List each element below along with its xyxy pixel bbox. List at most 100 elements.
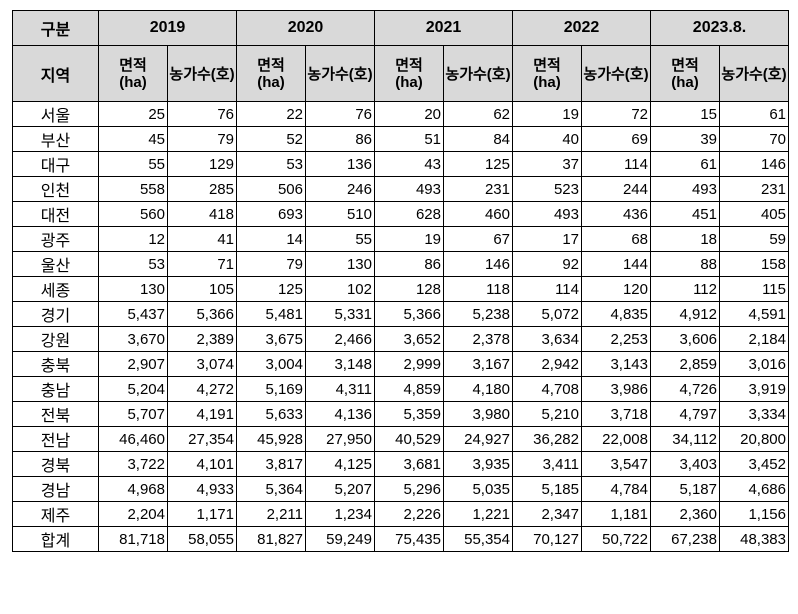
area-cell: 22 [236,101,306,127]
farms-cell: 68 [581,226,651,252]
area-cell: 5,185 [512,476,582,502]
farms-cell: 3,718 [581,401,651,427]
area-cell: 20 [374,101,444,127]
farms-cell: 59 [719,226,789,252]
area-cell: 5,169 [236,376,306,402]
table-row: 제주 2,204 1,171 2,211 1,234 2,226 1,221 2,347 1,1… [12,501,789,527]
farms-cell: 418 [167,201,237,227]
area-cell: 5,072 [512,301,582,327]
farms-cell: 3,167 [443,351,513,377]
area-cell: 40 [512,126,582,152]
area-cell: 5,366 [374,301,444,327]
farms-cell: 70 [719,126,789,152]
header-row-subcolumns: 지역 면적 (ha) 농가수(호) 면적 (ha) 농가수(호) 면적 (ha) 농가… [12,45,789,102]
year-header: 2020 [236,10,375,46]
area-cell: 4,968 [98,476,168,502]
farms-cell: 244 [581,176,651,202]
farms-cell: 114 [581,151,651,177]
area-header: 면적 (ha) [650,45,720,102]
farms-cell: 86 [305,126,375,152]
area-cell: 52 [236,126,306,152]
category-header: 구분 [12,10,99,46]
farms-cell: 62 [443,101,513,127]
area-cell: 5,296 [374,476,444,502]
farms-cell: 4,591 [719,301,789,327]
area-cell: 125 [236,276,306,302]
table-row: 서울 25 76 22 76 20 62 19 72 15 61 [12,101,789,127]
farms-cell: 4,136 [305,401,375,427]
table-row: 울산 53 71 79 130 86 146 92 144 88 158 [12,251,789,277]
farms-cell: 20,800 [719,426,789,452]
farms-header: 농가수(호) [167,45,237,102]
area-cell: 15 [650,101,720,127]
area-cell: 45 [98,126,168,152]
farms-cell: 3,074 [167,351,237,377]
area-cell: 5,437 [98,301,168,327]
farms-cell: 4,784 [581,476,651,502]
farms-cell: 4,101 [167,451,237,477]
table-row: 대전 560 418 693 510 628 460 493 436 451 405 [12,201,789,227]
farms-header: 농가수(호) [581,45,651,102]
farms-cell: 231 [719,176,789,202]
farms-cell: 120 [581,276,651,302]
farms-cell: 50,722 [581,526,651,552]
farms-cell: 4,125 [305,451,375,477]
area-cell: 3,004 [236,351,306,377]
area-cell: 51 [374,126,444,152]
area-cell: 523 [512,176,582,202]
farms-cell: 3,986 [581,376,651,402]
farms-cell: 5,331 [305,301,375,327]
region-cell: 울산 [12,251,99,277]
area-cell: 560 [98,201,168,227]
area-cell: 3,670 [98,326,168,352]
year-header: 2022 [512,10,651,46]
table-row: 인천 558 285 506 246 493 231 523 244 493 231 [12,176,789,202]
region-cell: 제주 [12,501,99,527]
farms-cell: 130 [305,251,375,277]
area-header: 면적 (ha) [236,45,306,102]
area-cell: 4,912 [650,301,720,327]
table-row: 전북 5,707 4,191 5,633 4,136 5,359 3,980 5,210 3,7… [12,401,789,427]
area-cell: 88 [650,251,720,277]
farms-cell: 125 [443,151,513,177]
region-cell: 강원 [12,326,99,352]
area-cell: 12 [98,226,168,252]
area-cell: 19 [512,101,582,127]
area-cell: 5,481 [236,301,306,327]
table-row: 강원 3,670 2,389 3,675 2,466 3,652 2,378 3,634 2,2… [12,326,789,352]
farms-cell: 4,686 [719,476,789,502]
area-cell: 53 [98,251,168,277]
table-row: 충북 2,907 3,074 3,004 3,148 2,999 3,167 2,942 3,1… [12,351,789,377]
farms-cell: 3,980 [443,401,513,427]
farms-cell: 129 [167,151,237,177]
farms-cell: 231 [443,176,513,202]
table-row: 경남 4,968 4,933 5,364 5,207 5,296 5,035 5,185 4,7… [12,476,789,502]
area-cell: 558 [98,176,168,202]
area-cell: 75,435 [374,526,444,552]
data-table: 구분 2019 2020 2021 2022 2023.8. 지역 면적 (ha)… [12,10,789,552]
region-cell: 인천 [12,176,99,202]
area-cell: 128 [374,276,444,302]
farms-cell: 1,221 [443,501,513,527]
area-cell: 2,211 [236,501,306,527]
farms-cell: 27,354 [167,426,237,452]
year-header: 2023.8. [650,10,789,46]
area-cell: 55 [98,151,168,177]
area-cell: 130 [98,276,168,302]
region-cell: 서울 [12,101,99,127]
farms-header: 농가수(호) [305,45,375,102]
region-cell: 합계 [12,526,99,552]
table-row: 경북 3,722 4,101 3,817 4,125 3,681 3,935 3,411 3,5… [12,451,789,477]
region-cell: 전남 [12,426,99,452]
table-row: 대구 55 129 53 136 43 125 37 114 61 146 [12,151,789,177]
area-cell: 53 [236,151,306,177]
table-body: 서울 25 76 22 76 20 62 19 72 15 61 부산 45 79 52 86 51 84 40 69… [12,101,789,552]
farms-cell: 5,366 [167,301,237,327]
farms-cell: 61 [719,101,789,127]
area-cell: 39 [650,126,720,152]
region-cell: 경북 [12,451,99,477]
farms-header: 농가수(호) [719,45,789,102]
farms-header: 농가수(호) [443,45,513,102]
farms-cell: 2,253 [581,326,651,352]
area-header: 면적 (ha) [512,45,582,102]
